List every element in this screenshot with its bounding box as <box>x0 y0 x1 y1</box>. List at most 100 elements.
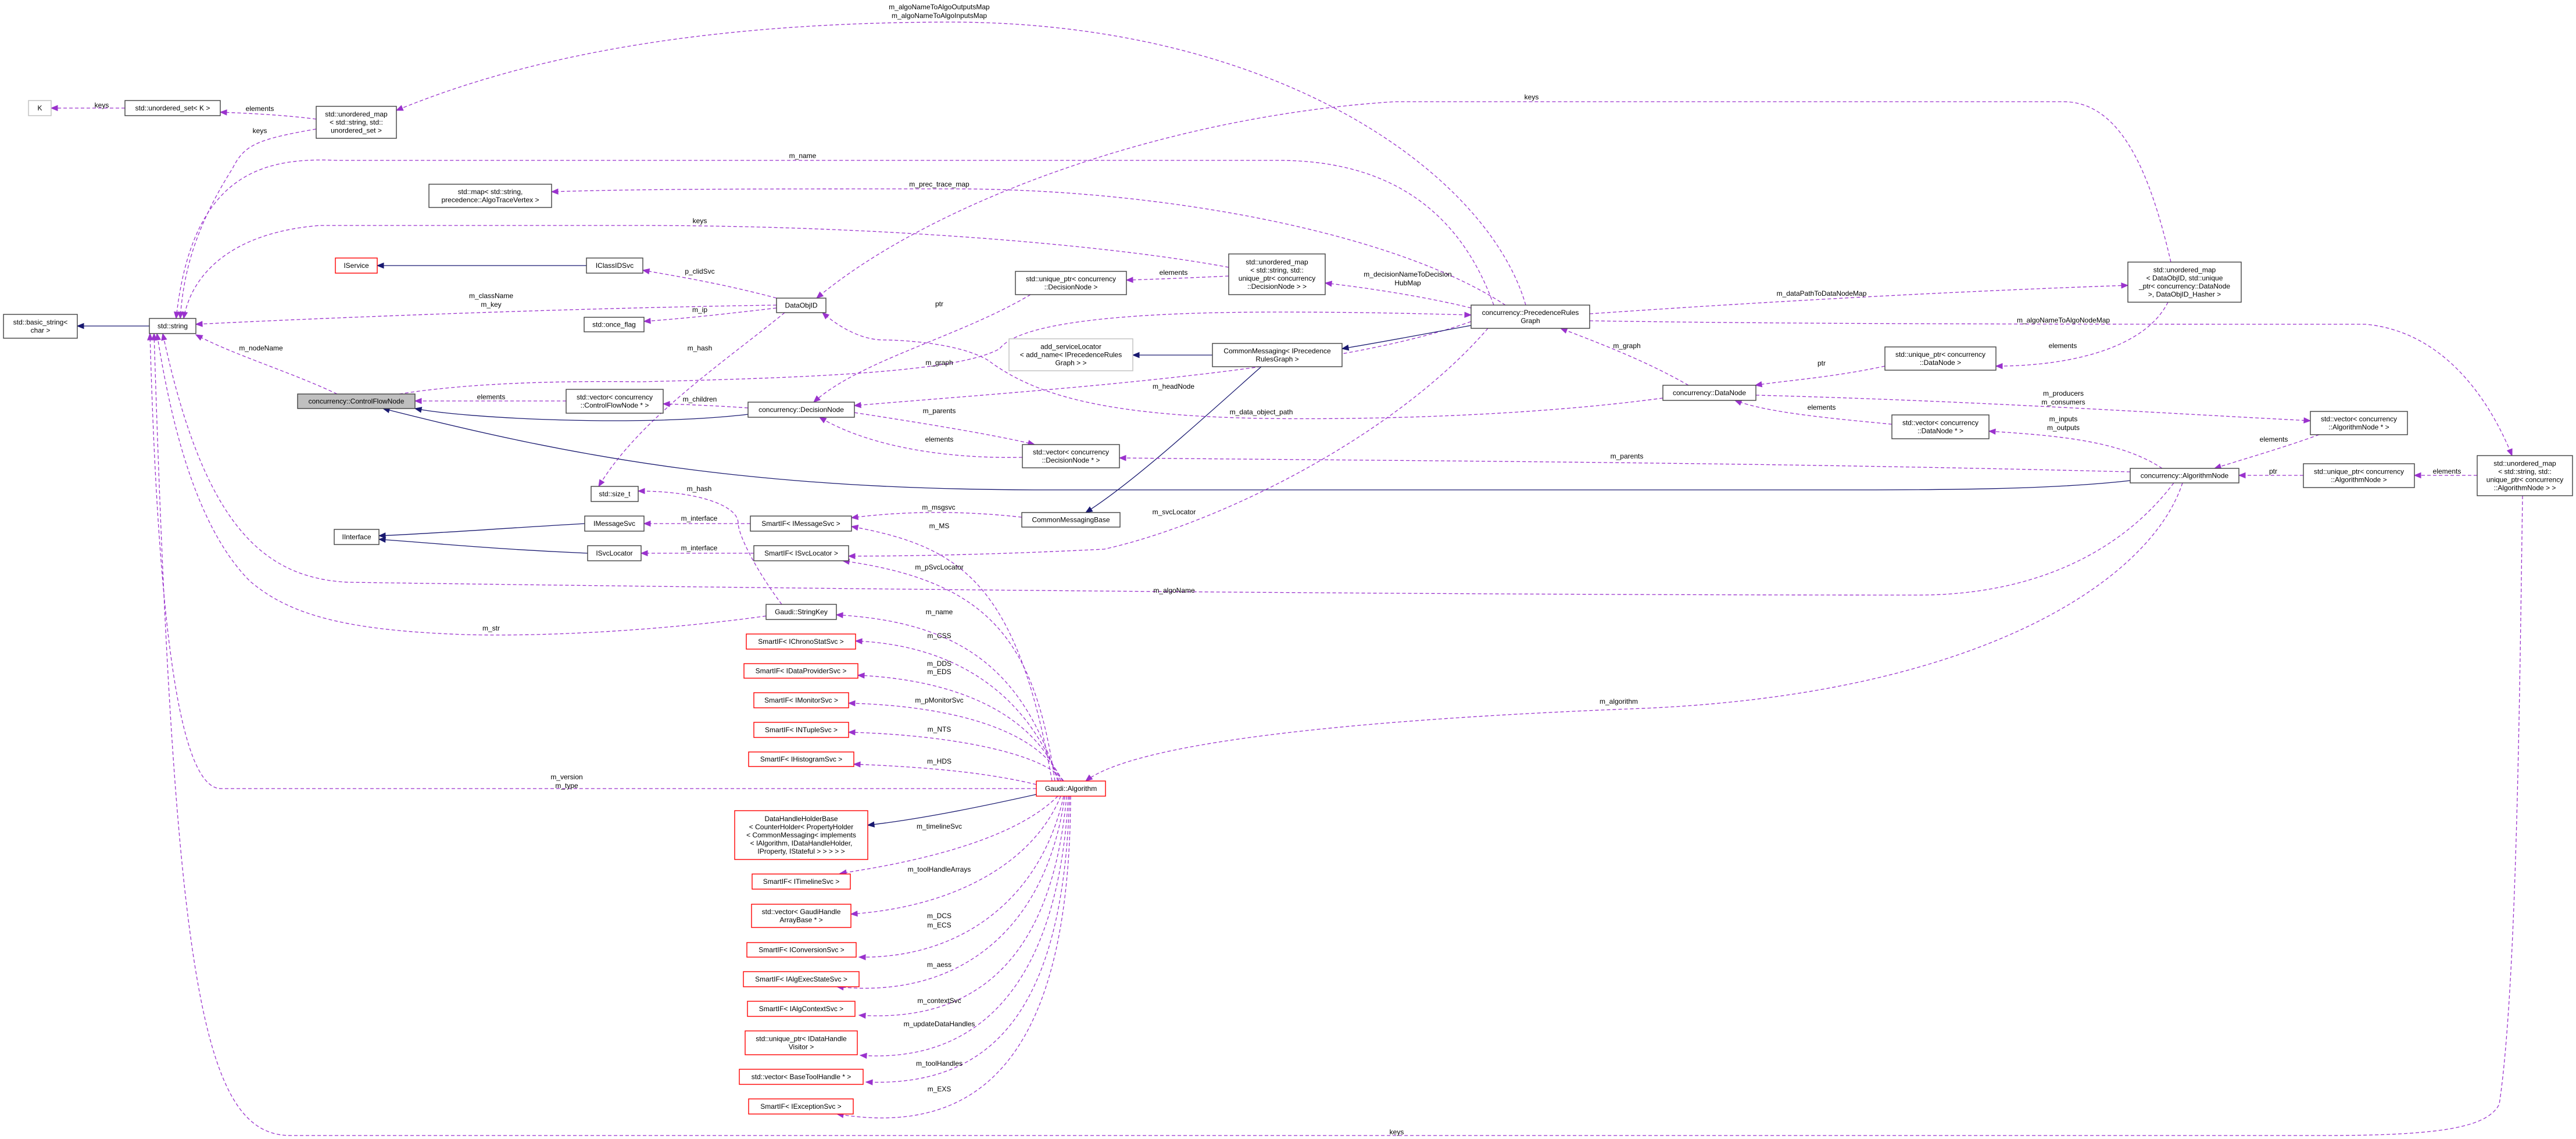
edge-label: m_consumers <box>2041 398 2085 406</box>
arrowhead-icon <box>2238 472 2246 479</box>
arrowhead-icon <box>195 334 203 341</box>
class-node-commonmessagingbase[interactable]: CommonMessagingBase <box>1021 512 1121 528</box>
class-node-smartif-imonitorsvc[interactable]: SmartIF< IMonitorSvc > <box>753 692 849 708</box>
class-node-std-unique-ptr-concurrency-datanode[interactable]: std::unique_ptr< concurrency::DataNode > <box>1884 346 1997 371</box>
class-node-std-unordered-map-std-string-std-unique-ptr-concurrency-algorithmnode[interactable]: std::unordered_map< std::string, std::un… <box>2477 455 2573 496</box>
node-label: std::vector< concurrency <box>1902 419 1978 427</box>
edge-label: m_parents <box>1611 452 1644 460</box>
node-box <box>28 100 52 116</box>
arrowhead-icon <box>857 672 865 679</box>
inheritance-edge <box>378 539 588 554</box>
arrowhead-icon <box>1754 381 1763 388</box>
arrowhead-icon <box>854 638 863 644</box>
class-node-std-vector-concurrency-datanode[interactable]: std::vector< concurrency::DataNode * > <box>1891 414 1990 439</box>
class-node-smartif-intuplesvc[interactable]: SmartIF< INTupleSvc > <box>753 722 849 738</box>
node-label: >, DataObjID_Hasher > <box>2148 291 2221 299</box>
class-node-datahandleholderbase-counterholder-propertyholder-commonmessaging-implements-ialgorithm-idatahandleholder-iproperty-istateful[interactable]: DataHandleHolderBase< CounterHolder< Pro… <box>734 810 868 860</box>
node-label: K <box>37 104 42 112</box>
usage-edge <box>836 796 1065 989</box>
usage-edge <box>1734 400 1892 425</box>
inheritance-edge <box>382 408 2131 490</box>
arrowhead-icon <box>1734 400 1743 406</box>
class-node-isvclocator[interactable]: ISvcLocator <box>587 545 642 561</box>
node-label: concurrency::AlgorithmNode <box>2141 472 2229 480</box>
edge-label: m_svcLocator <box>1153 508 1196 516</box>
arrowhead-icon <box>376 262 384 269</box>
arrowhead-icon <box>76 323 84 329</box>
class-node-dataobjid[interactable]: DataObjID <box>776 298 827 313</box>
class-node-concurrency-algorithmnode[interactable]: concurrency::AlgorithmNode <box>2130 468 2239 483</box>
node-label: std::vector< BaseToolHandle * > <box>752 1073 851 1081</box>
usage-edge <box>850 796 1061 915</box>
class-node-std-unique-ptr-concurrency-algorithmnode[interactable]: std::unique_ptr< concurrency::AlgorithmN… <box>2303 463 2415 488</box>
class-node-std-unordered-map-std-string-std-unique-ptr-concurrency-decisionnode[interactable]: std::unordered_map< std::string, std::un… <box>1228 253 1326 295</box>
node-box <box>745 1030 858 1055</box>
class-node-concurrency-datanode[interactable]: concurrency::DataNode <box>1662 385 1756 401</box>
edge-label: m_inputs <box>2049 415 2078 423</box>
class-node-gaudi-algorithm[interactable]: Gaudi::Algorithm <box>1036 780 1106 797</box>
class-node-iservice[interactable]: IService <box>335 257 378 274</box>
class-node-smartif-imessagesvc[interactable]: SmartIF< IMessageSvc > <box>750 515 852 532</box>
class-node-std-basic-string-char[interactable]: std::basic_string<char > <box>3 314 78 339</box>
arrowhead-icon <box>847 700 856 707</box>
node-label: SmartIF< ISvcLocator > <box>764 549 838 557</box>
node-label: CommonMessaging< IPrecedence <box>1223 347 1331 355</box>
class-node-std-string[interactable]: std::string <box>149 318 196 334</box>
node-label: SmartIF< IAlgContextSvc > <box>759 1005 843 1013</box>
class-node-std-vector-concurrency-algorithmnode[interactable]: std::vector< concurrency::AlgorithmNode … <box>2310 411 2408 435</box>
node-label: IInterface <box>342 533 371 541</box>
arrowhead-icon <box>1118 454 1126 461</box>
class-node-std-vector-concurrency-decisionnode[interactable]: std::vector< concurrency::DecisionNode *… <box>1022 444 1120 468</box>
edge-label: keys <box>693 217 707 225</box>
class-node-std-unique-ptr-concurrency-decisionnode[interactable]: std::unique_ptr< concurrency::DecisionNo… <box>1015 271 1127 295</box>
node-label: std::once_flag <box>592 321 636 329</box>
class-node-std-vector-basetoolhandle[interactable]: std::vector< BaseToolHandle * > <box>739 1069 864 1085</box>
arrowhead-icon <box>378 532 386 539</box>
class-node-std-unordered-map-dataobjid-std-unique-ptr-concurrency-datanode-dataobjid-hasher[interactable]: std::unordered_map< DataObjID, std::uniq… <box>2127 262 2242 303</box>
class-node-add-servicelocator-add-name-iprecedencerules-graph[interactable]: add_serviceLocator< add_name< IPrecedenc… <box>1008 338 1133 371</box>
class-node-smartif-isvclocator[interactable]: SmartIF< ISvcLocator > <box>753 545 849 561</box>
node-label: std::basic_string< <box>13 318 68 327</box>
node-label: Graph > > <box>1055 359 1086 367</box>
class-node-smartif-ialgexecstatesvc[interactable]: SmartIF< IAlgExecStateSvc > <box>743 971 860 987</box>
usage-edge <box>1560 328 1689 386</box>
class-node-std-size-t[interactable]: std::size_t <box>591 486 639 502</box>
class-node-std-map-std-string-precedence-algotracevertex[interactable]: std::map< std::string,precedence::AlgoTr… <box>428 184 552 208</box>
usage-edge <box>220 112 317 120</box>
class-node-iclassidsvc[interactable]: IClassIDSvc <box>586 257 643 274</box>
node-label: unordered_set > <box>331 127 382 135</box>
class-node-iinterface[interactable]: IInterface <box>334 529 380 545</box>
class-node-smartif-iconversionsvc[interactable]: SmartIF< IConversionSvc > <box>746 942 857 958</box>
node-label: std::unordered_set< K > <box>135 104 210 112</box>
class-node-gaudi-stringkey[interactable]: Gaudi::StringKey <box>765 604 837 620</box>
class-node-std-unordered-map-std-string-std-unordered-set[interactable]: std::unordered_map< std::string, std::un… <box>316 106 397 139</box>
class-node-std-vector-concurrency-controlflownode[interactable]: std::vector< concurrency::ControlFlowNod… <box>566 389 664 414</box>
arrowhead-icon <box>181 311 188 320</box>
arrowhead-icon <box>847 729 856 736</box>
node-box <box>149 318 196 334</box>
class-node-imessagesvc[interactable]: IMessageSvc <box>584 515 645 532</box>
class-node-smartif-itimelinesvc[interactable]: SmartIF< ITimelineSvc > <box>752 873 851 890</box>
edge-label: keys <box>1390 1128 1404 1136</box>
class-node-concurrency-controlflownode[interactable]: concurrency::ControlFlowNode <box>297 393 416 409</box>
class-node-concurrency-decisionnode[interactable]: concurrency::DecisionNode <box>747 402 855 418</box>
class-node-std-once-flag[interactable]: std::once_flag <box>584 317 645 332</box>
class-node-std-unordered-set-k[interactable]: std::unordered_set< K > <box>124 100 221 116</box>
edge-label: HubMap <box>1394 279 1421 287</box>
class-node-smartif-iexceptionsvc[interactable]: SmartIF< IExceptionSvc > <box>748 1098 854 1115</box>
node-box <box>1036 780 1106 797</box>
node-box <box>587 545 642 561</box>
node-box <box>428 184 552 208</box>
class-node-smartif-idataprovidersvc[interactable]: SmartIF< IDataProviderSvc > <box>743 663 858 679</box>
class-node-k[interactable]: K <box>28 100 52 116</box>
node-label: concurrency::DataNode <box>1673 389 1746 397</box>
class-node-smartif-ihistogramsvc[interactable]: SmartIF< IHistogramSvc > <box>748 751 854 767</box>
node-box <box>734 810 868 860</box>
class-node-smartif-ialgcontextsvc[interactable]: SmartIF< IAlgContextSvc > <box>747 1001 856 1017</box>
class-node-smartif-ichronostatsvc[interactable]: SmartIF< IChronoStatSvc > <box>746 633 856 650</box>
node-label: ::DecisionNode > <box>1044 283 1098 291</box>
